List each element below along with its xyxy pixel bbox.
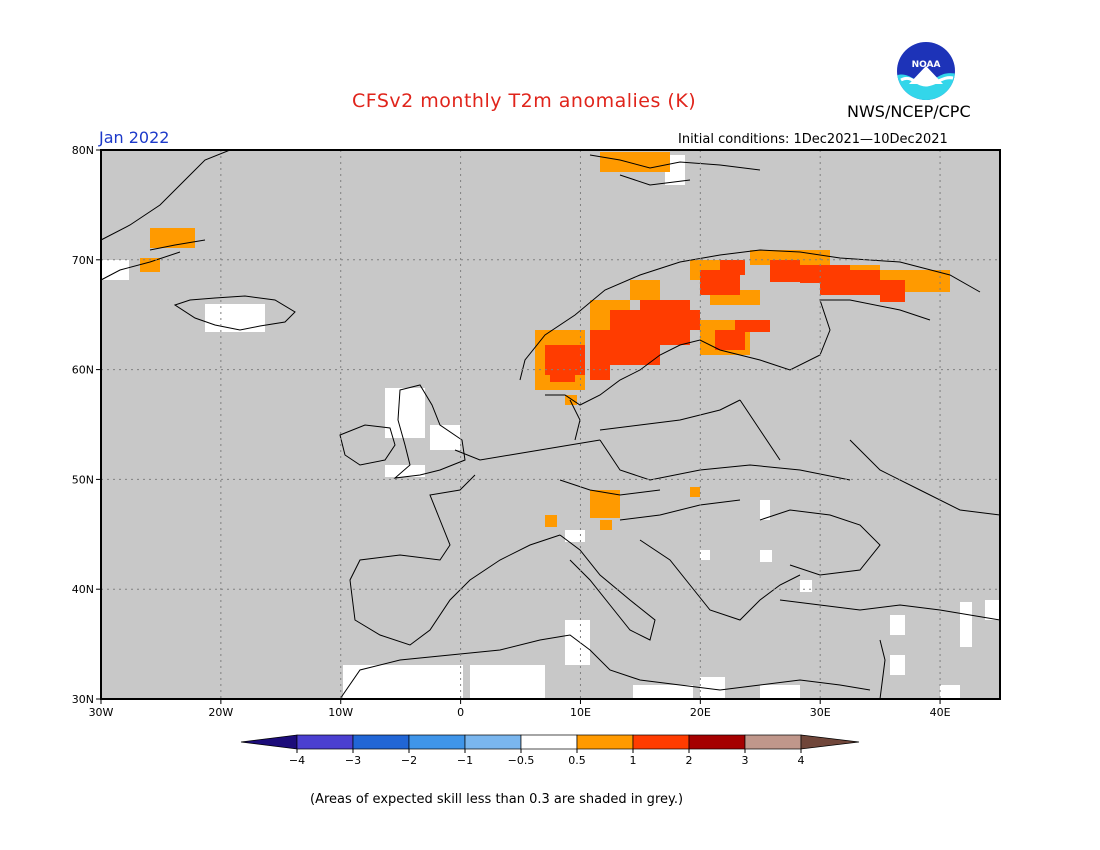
legend-swatch bbox=[408, 734, 466, 750]
anomaly-1-2-cells bbox=[545, 260, 905, 382]
legend-label: 2 bbox=[686, 754, 693, 767]
initial-conditions: Initial conditions: 1Dec2021—10Dec2021 bbox=[678, 132, 948, 147]
legend-label: −2 bbox=[401, 754, 417, 767]
lon-label: 0 bbox=[457, 706, 464, 719]
chart-title: CFSv2 monthly T2m anomalies (K) bbox=[352, 90, 697, 112]
legend-label: 0.5 bbox=[568, 754, 586, 767]
legend-swatch bbox=[744, 734, 802, 750]
lon-label: 20W bbox=[208, 706, 233, 719]
lon-label: 40E bbox=[930, 706, 951, 719]
color-legend bbox=[240, 734, 860, 753]
lat-label: 50N bbox=[72, 473, 94, 486]
legend-swatch bbox=[520, 734, 578, 750]
map-background bbox=[101, 150, 1000, 699]
lat-label: 60N bbox=[72, 364, 94, 377]
legend-label: −4 bbox=[289, 754, 305, 767]
skill-footnote: (Areas of expected skill less than 0.3 a… bbox=[310, 792, 684, 807]
lat-label: 80N bbox=[72, 144, 94, 157]
legend-swatch bbox=[576, 734, 634, 750]
legend-label: 3 bbox=[742, 754, 749, 767]
gridlines bbox=[101, 150, 1000, 699]
legend-label: −1 bbox=[457, 754, 473, 767]
lon-label: 30W bbox=[89, 706, 114, 719]
latitude-labels: 80N 70N 60N 50N 40N 30N bbox=[72, 144, 94, 706]
legend-arrow-low bbox=[240, 734, 298, 750]
legend-label: −3 bbox=[345, 754, 361, 767]
axis-ticks bbox=[96, 149, 941, 704]
lat-label: 40N bbox=[72, 583, 94, 596]
agency-label: NWS/NCEP/CPC bbox=[847, 102, 971, 121]
legend-swatch bbox=[296, 734, 354, 750]
lat-label: 70N bbox=[72, 254, 94, 267]
anomaly-shading bbox=[101, 152, 1000, 699]
legend-swatch bbox=[632, 734, 690, 750]
legend-swatch bbox=[352, 734, 410, 750]
lon-label: 30E bbox=[810, 706, 831, 719]
logo-text: NOAA bbox=[912, 60, 941, 70]
map-frame bbox=[100, 149, 1001, 700]
legend-tick-labels: −4 −3 −2 −1 −0.5 0.5 1 2 3 4 bbox=[289, 754, 805, 767]
longitude-labels: 30W 20W 10W 0 10E 20E 30E 40E bbox=[89, 706, 951, 719]
legend-label: 4 bbox=[798, 754, 805, 767]
legend-swatch bbox=[688, 734, 746, 750]
legend-label: −0.5 bbox=[508, 754, 535, 767]
legend-swatch bbox=[464, 734, 522, 750]
lat-label: 30N bbox=[72, 693, 94, 706]
near-zero-cells bbox=[101, 155, 1000, 699]
noaa-logo-icon: NOAA bbox=[897, 42, 955, 100]
legend-label: 1 bbox=[630, 754, 637, 767]
legend-arrow-high bbox=[800, 734, 860, 750]
lon-label: 10E bbox=[570, 706, 591, 719]
forecast-month: Jan 2022 bbox=[99, 128, 170, 147]
lon-label: 20E bbox=[690, 706, 711, 719]
lon-label: 10W bbox=[328, 706, 353, 719]
